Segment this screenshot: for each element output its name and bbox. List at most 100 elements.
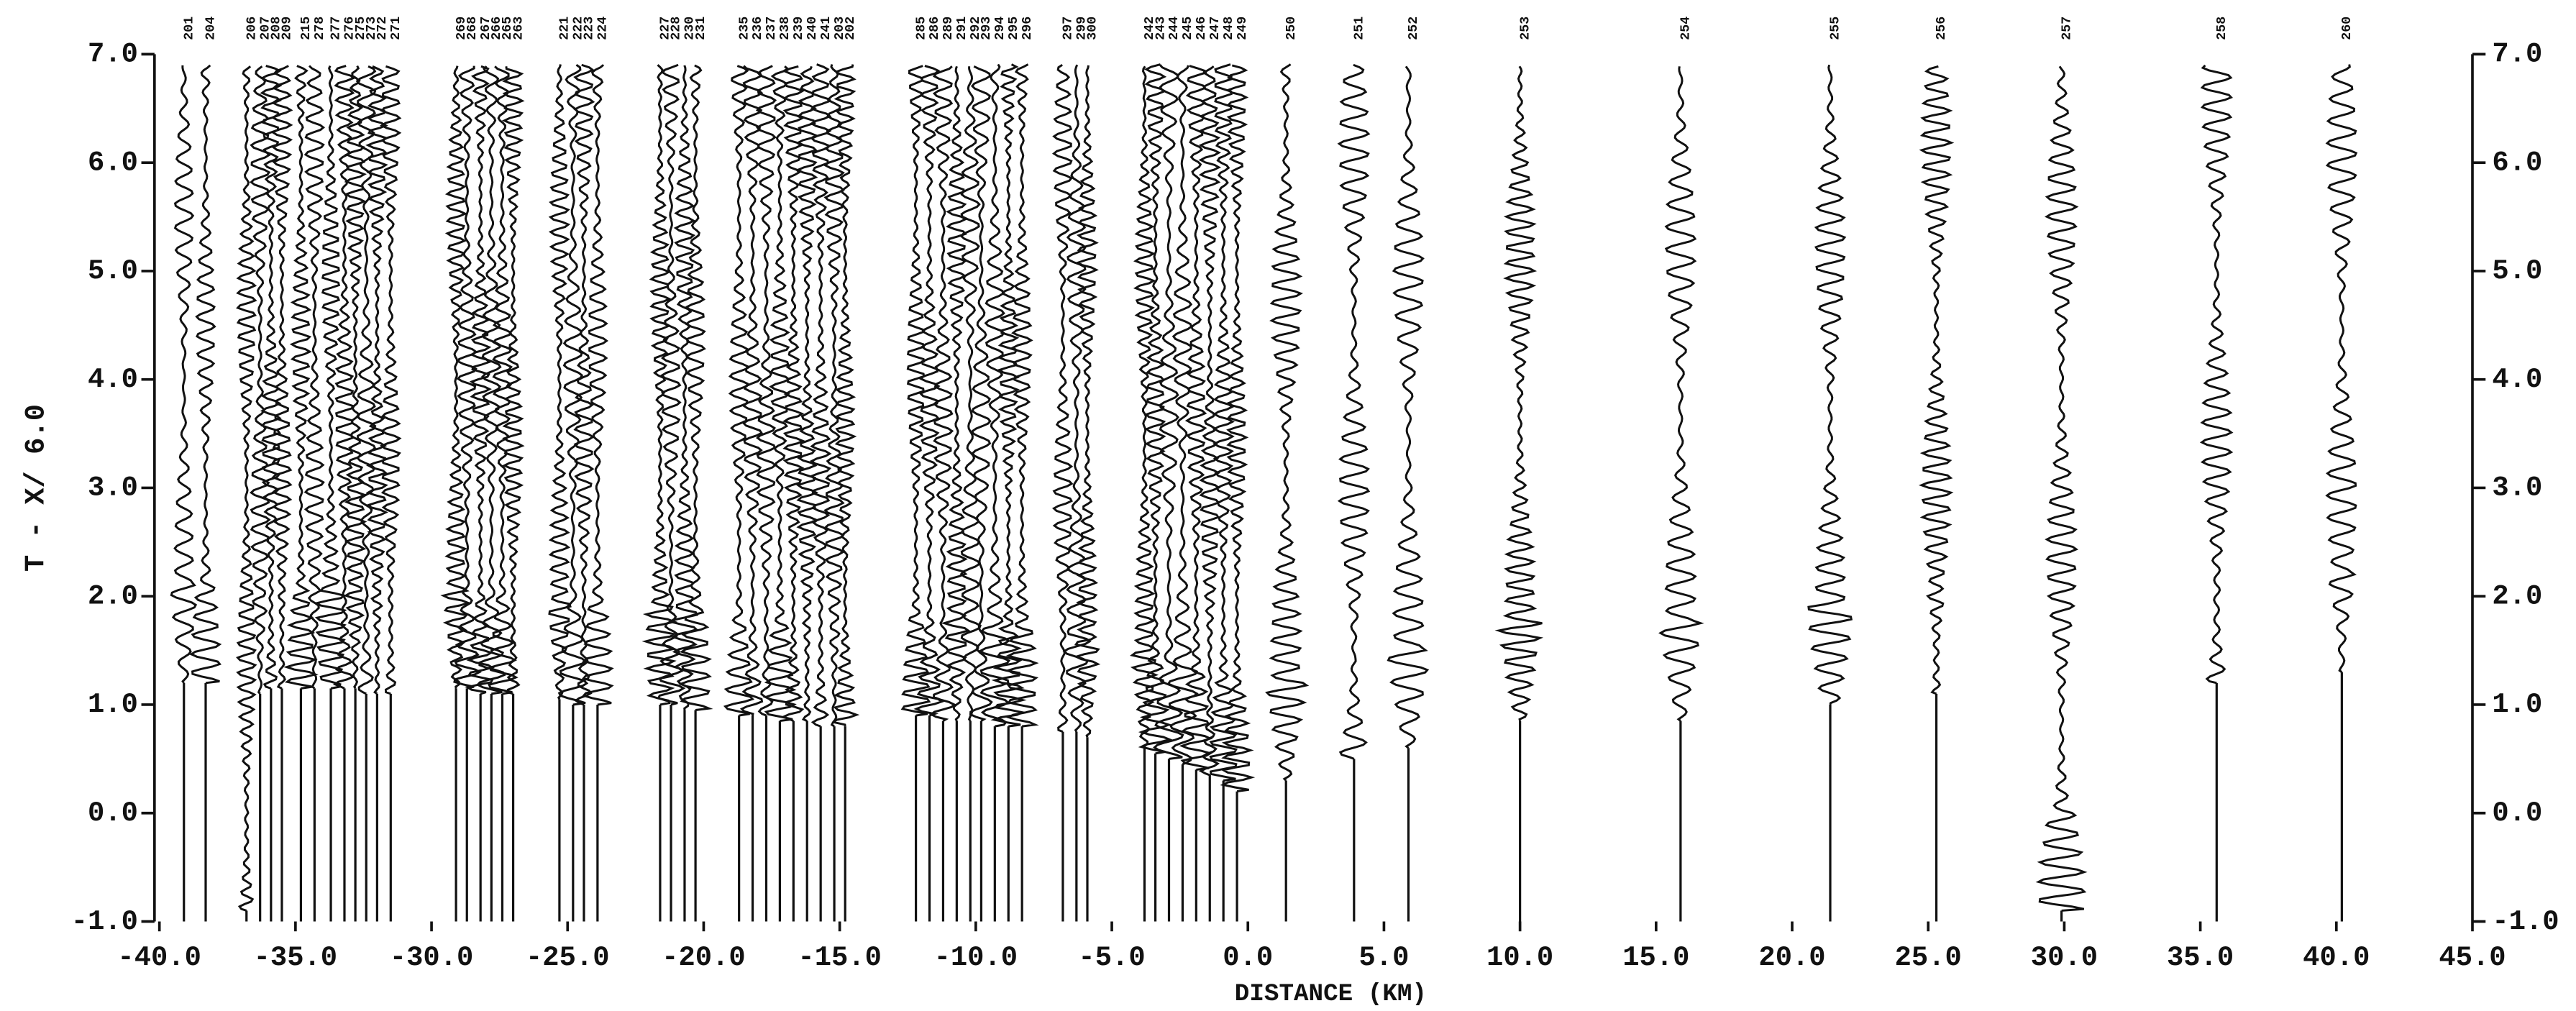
x-tick-label: -5.0 <box>1078 942 1145 974</box>
trace-label: 295 <box>1007 17 1021 40</box>
trace-label: 289 <box>941 17 956 40</box>
trace-label: 247 <box>1208 17 1223 40</box>
waveform <box>501 66 525 695</box>
trace-label: 235 <box>737 17 752 40</box>
trace-label: 231 <box>694 17 708 40</box>
x-tick-label: 25.0 <box>1895 942 1962 974</box>
waveform <box>440 65 472 689</box>
trace-label: 256 <box>1935 17 1949 40</box>
waveform <box>270 65 293 690</box>
trace-label: 257 <box>2060 17 2074 40</box>
y-tick-label: 4.0 <box>88 364 138 395</box>
trace-label: 291 <box>955 17 969 40</box>
waveform <box>1807 64 1853 705</box>
trace-label: 249 <box>1236 17 1250 40</box>
trace-label: 267 <box>479 17 493 40</box>
trace-label: 265 <box>501 17 515 40</box>
y-tick-label: 7.0 <box>88 39 138 70</box>
trace-label: 271 <box>389 17 403 40</box>
waveform <box>1062 64 1092 733</box>
waveform <box>1005 63 1039 728</box>
y-tick-label: 5.0 <box>88 255 138 287</box>
waveform <box>1166 65 1199 766</box>
waveform <box>831 64 860 727</box>
waveform <box>1387 65 1430 749</box>
trace-label: 269 <box>455 17 469 40</box>
trace-label: 296 <box>1020 17 1035 40</box>
y2-tick-label: 3.0 <box>2492 472 2542 504</box>
waveform <box>314 65 347 690</box>
waveform <box>1198 65 1222 777</box>
trace-label: 227 <box>659 17 673 40</box>
x-tick-label: -20.0 <box>662 942 746 974</box>
trace-label: 252 <box>1407 17 1421 40</box>
waveform <box>1494 65 1544 721</box>
waveform <box>236 65 257 912</box>
waveform <box>283 65 319 690</box>
waveform <box>581 64 614 706</box>
waveform <box>990 63 1027 728</box>
waveform <box>189 64 222 685</box>
trace-label: 230 <box>683 17 698 40</box>
waveform <box>2035 65 2088 912</box>
trace-label: 268 <box>465 17 480 40</box>
trace-label: 277 <box>329 17 344 40</box>
trace-label: 251 <box>1352 17 1366 40</box>
y-axis-label: T - X/ 6.0 <box>21 404 52 572</box>
x-tick-label: -10.0 <box>934 942 1018 974</box>
waveform <box>1918 65 1955 695</box>
trace-label: 207 <box>258 17 273 40</box>
x-tick-label: 15.0 <box>1622 942 1689 974</box>
waveform <box>250 65 271 695</box>
waveform <box>1051 63 1074 733</box>
waveform <box>1209 63 1238 782</box>
waveform <box>1073 65 1101 738</box>
waveform <box>809 63 832 728</box>
trace-label: 254 <box>1679 17 1694 40</box>
waveform <box>1658 66 1704 722</box>
trace-label: 255 <box>1829 17 1843 40</box>
waveform <box>959 66 982 722</box>
waveform <box>260 65 283 690</box>
y2-tick-label: -1.0 <box>2492 906 2559 938</box>
trace-label: 221 <box>558 17 572 40</box>
waveform <box>548 64 572 700</box>
x-tick-label: 30.0 <box>2031 942 2098 974</box>
x-tick-label: 20.0 <box>1758 942 1825 974</box>
waveform <box>723 65 755 717</box>
trace-label: 253 <box>1518 17 1533 40</box>
trace-label: 292 <box>969 17 983 40</box>
trace-label: 242 <box>1143 17 1157 40</box>
waveform <box>572 63 595 706</box>
x-tick-label: 35.0 <box>2167 942 2234 974</box>
trace-label: 239 <box>792 17 806 40</box>
waveform <box>739 65 764 716</box>
x-tick-label: 5.0 <box>1358 942 1409 974</box>
trace-label: 204 <box>204 17 219 40</box>
trace-label: 241 <box>819 17 833 40</box>
trace-label: 278 <box>313 17 327 40</box>
trace-label: 243 <box>1154 17 1168 40</box>
y2-tick-label: 5.0 <box>2492 255 2542 287</box>
waveform <box>355 65 377 695</box>
trace-label: 238 <box>778 17 793 40</box>
waveform <box>969 65 993 722</box>
waveform <box>823 64 845 728</box>
x-tick-label: -40.0 <box>117 942 201 974</box>
trace-label: 224 <box>596 17 611 40</box>
waveform <box>303 65 326 690</box>
trace-label: 206 <box>245 17 259 40</box>
waveform <box>762 65 797 723</box>
trace-label: 209 <box>280 17 295 40</box>
trace-label: 237 <box>764 17 779 40</box>
trace-label: 294 <box>993 17 1008 40</box>
trace-label: 258 <box>2215 17 2229 40</box>
x-tick-label: -30.0 <box>390 942 474 974</box>
trace-label: 203 <box>833 17 847 40</box>
trace-label: 260 <box>2340 17 2355 40</box>
trace-label: 250 <box>1284 17 1299 40</box>
waveform <box>795 65 819 722</box>
waveform <box>475 65 506 695</box>
trace-label: 202 <box>844 17 858 40</box>
